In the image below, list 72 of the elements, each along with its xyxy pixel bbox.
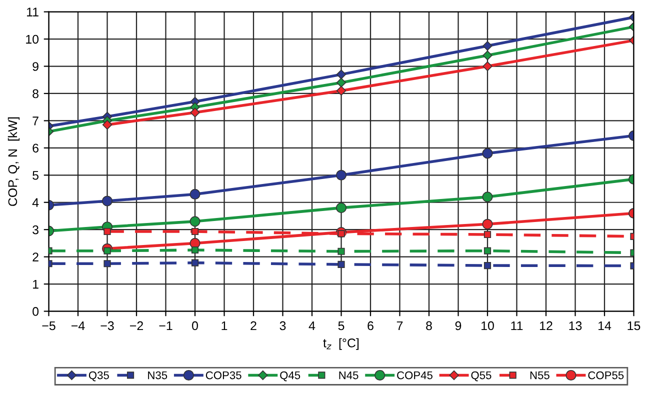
y-tick-label: 8	[32, 89, 38, 98]
x-tick-label: 5	[338, 321, 344, 330]
point	[336, 86, 346, 96]
x-tick-label: 9	[455, 321, 462, 330]
point	[482, 61, 492, 72]
legend-label: COP45	[397, 371, 432, 380]
x-tick-label: 4	[308, 321, 316, 330]
point	[336, 70, 346, 80]
legend-label: N55	[530, 371, 550, 380]
point	[102, 196, 113, 206]
legend-label: COP55	[588, 371, 624, 380]
x-tick-label: −3	[100, 321, 114, 330]
point	[482, 148, 493, 159]
legend-label: Q55	[471, 371, 492, 382]
x-tick-label: 14	[598, 321, 612, 330]
legend-label: N45	[339, 371, 358, 380]
x-tick-label: −5	[42, 321, 56, 330]
point	[104, 247, 111, 254]
y-tick-label: 5	[32, 171, 39, 180]
x-tick-label: −2	[130, 321, 143, 330]
legend-label: Q35	[88, 371, 109, 382]
y-tick-label: 1	[33, 280, 38, 289]
legend-label: Q45	[280, 371, 300, 382]
x-tick-label: 8	[426, 321, 432, 330]
x-tick-label: 13	[569, 321, 582, 330]
x-tick-label: 11	[511, 321, 523, 330]
y-tick-label: 9	[32, 62, 38, 71]
y-tick-label: 6	[32, 144, 38, 153]
x-tick-label: −1	[159, 321, 172, 330]
point	[336, 78, 346, 88]
point	[338, 248, 345, 255]
y-tick-label: 2	[32, 252, 38, 262]
point	[102, 120, 112, 130]
point	[336, 170, 347, 180]
point	[482, 41, 492, 51]
point	[104, 260, 111, 268]
point	[336, 202, 347, 214]
x-tick-label: 12	[540, 321, 552, 330]
x-tick-label: 3	[280, 321, 286, 330]
y-tick-label: 10	[26, 34, 39, 44]
x-tick-label: −4	[71, 321, 85, 330]
y-tick-label: 0	[32, 307, 39, 316]
point	[482, 192, 493, 202]
legend-label: N35	[148, 371, 168, 380]
x-tick-label: 15	[628, 321, 640, 330]
point	[482, 50, 492, 60]
y-axis-title: COP, Q, N [kW]	[8, 117, 20, 206]
point	[338, 230, 345, 238]
point	[191, 246, 199, 254]
point	[190, 216, 200, 227]
y-tick-label: 7	[32, 116, 38, 126]
point	[191, 259, 199, 266]
point	[484, 230, 492, 238]
point	[482, 218, 493, 230]
point	[484, 262, 492, 270]
x-tick-label: 7	[396, 321, 403, 330]
legend-label: COP35	[206, 371, 242, 380]
point	[338, 260, 345, 268]
x-tick-label: 10	[482, 321, 494, 330]
point	[190, 108, 200, 118]
point	[104, 228, 111, 236]
x-tick-label: 2	[250, 321, 256, 330]
x-tick-label: 1	[222, 321, 228, 330]
x-tick-label: 0	[192, 321, 198, 330]
x-axis-title: t$_{z}$ [°C]	[323, 338, 359, 350]
y-tick-label: 11	[27, 8, 38, 16]
point	[191, 228, 199, 236]
point	[484, 247, 492, 254]
point	[190, 188, 200, 200]
x-tick-label: 6	[368, 321, 374, 330]
y-tick-label: 4	[32, 198, 39, 207]
y-tick-label: 3	[32, 225, 38, 234]
